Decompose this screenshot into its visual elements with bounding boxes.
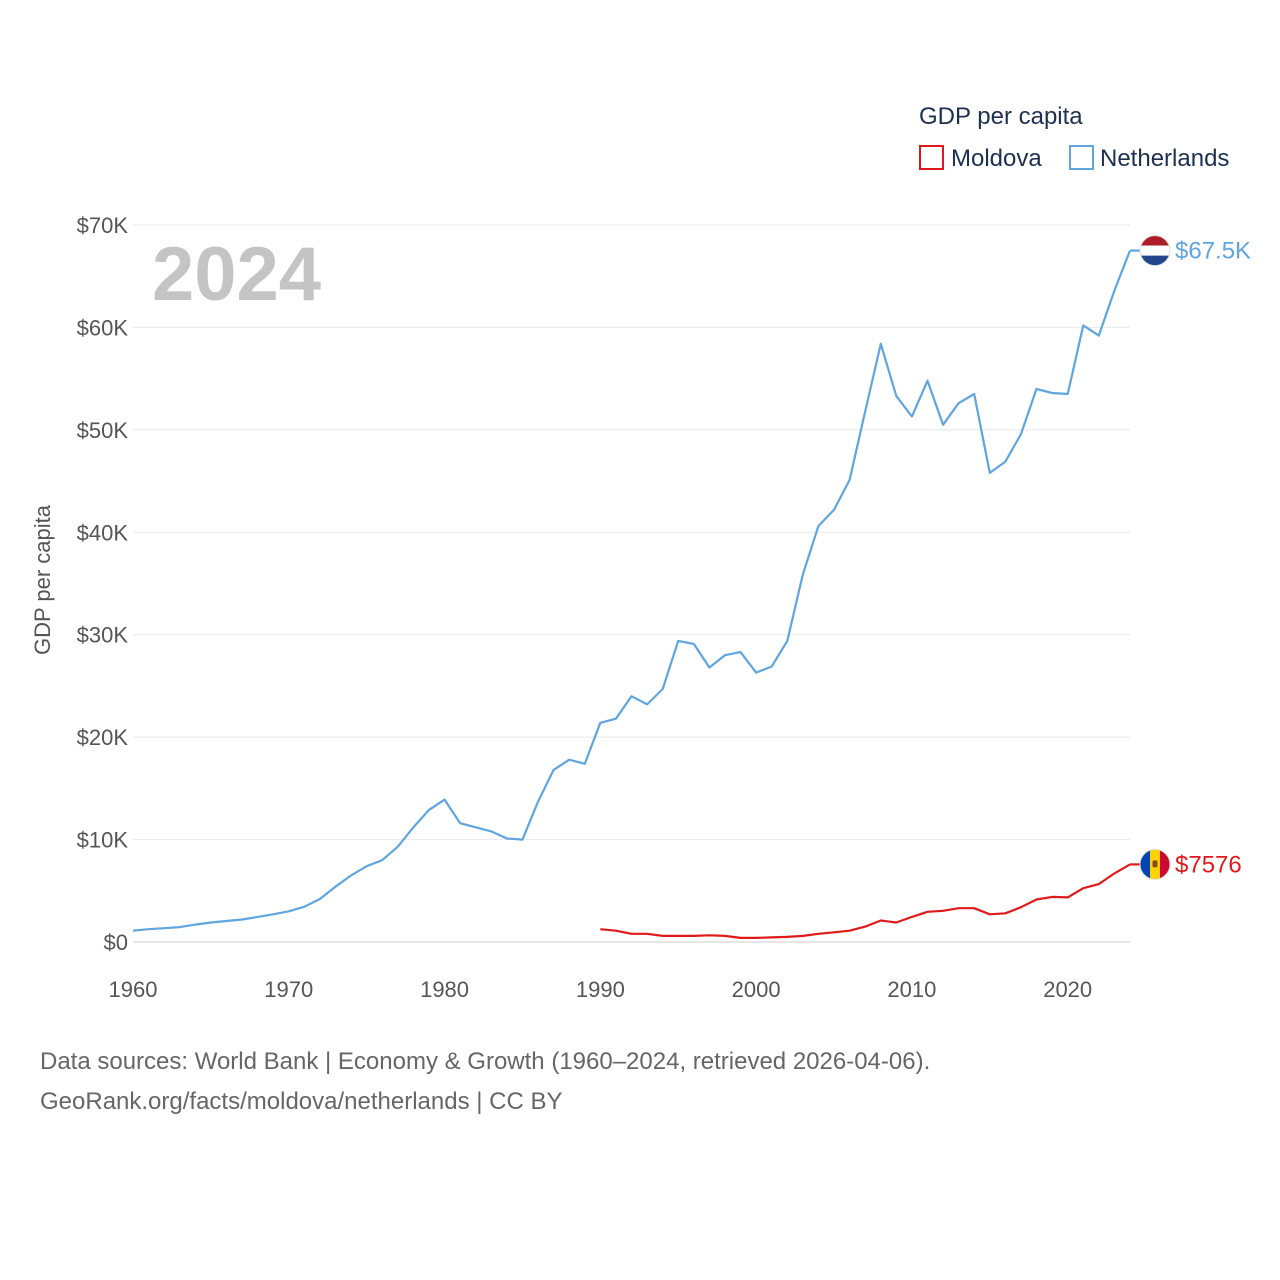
legend-label-netherlands: Netherlands [1100, 145, 1229, 172]
series-line-moldova [600, 863, 1131, 940]
chart: $0$10K$20K$30K$40K$50K$60K$70K 1960 1970 1… [30, 103, 1251, 1002]
y-tick-label: $70K [77, 213, 129, 238]
x-tick-label: 1960 [109, 977, 158, 1002]
y-tick-label: $40K [77, 520, 129, 545]
y-tick-label: $50K [77, 418, 129, 443]
x-tick-label: 1970 [264, 977, 313, 1002]
y-axis: $0 $10K $20K $30K $40K $50K $60K $70K [77, 213, 129, 955]
x-tick-label: 2020 [1043, 977, 1092, 1002]
source-line-1: Data sources: World Bank | Economy & Gro… [40, 1048, 931, 1075]
y-tick-label: $60K [77, 315, 129, 340]
y-tick-label: $10K [77, 828, 129, 853]
legend-label-moldova: Moldova [951, 145, 1042, 172]
netherlands-flag-icon [1139, 235, 1171, 267]
y-tick-label: $30K [77, 623, 129, 648]
series-line-netherlands [132, 250, 1132, 932]
legend-swatch-netherlands [1069, 145, 1094, 170]
series-lines [132, 250, 1132, 940]
year-watermark: 2024 [152, 232, 321, 317]
y-tick-label: $20K [77, 725, 129, 750]
x-axis: 1960 1970 1980 1990 2000 2010 2020 [109, 977, 1093, 1002]
source-line-2: GeoRank.org/facts/moldova/netherlands | … [40, 1088, 563, 1115]
series-end-markers: $67.5K $7576 [1130, 235, 1251, 880]
x-tick-label: 2000 [732, 977, 781, 1002]
grid [133, 224, 1130, 943]
y-axis-label: GDP per capita [30, 504, 55, 655]
x-tick-label: 1990 [576, 977, 625, 1002]
moldova-flag-icon [1139, 848, 1171, 880]
x-tick-label: 2010 [887, 977, 936, 1002]
legend-swatch-moldova [919, 145, 944, 170]
legend-item-netherlands[interactable]: Netherlands [1069, 145, 1229, 172]
data-sources: Data sources: World Bank | Economy & Gro… [40, 1042, 930, 1122]
y-tick-label: $0 [104, 930, 128, 955]
legend: GDP per capita Moldova Netherlands [919, 103, 1229, 172]
end-value-label-netherlands: $67.5K [1175, 238, 1251, 265]
legend-item-moldova[interactable]: Moldova [919, 145, 1042, 172]
legend-title: GDP per capita [919, 103, 1083, 130]
end-value-label-moldova: $7576 [1175, 851, 1242, 878]
x-tick-label: 1980 [420, 977, 469, 1002]
